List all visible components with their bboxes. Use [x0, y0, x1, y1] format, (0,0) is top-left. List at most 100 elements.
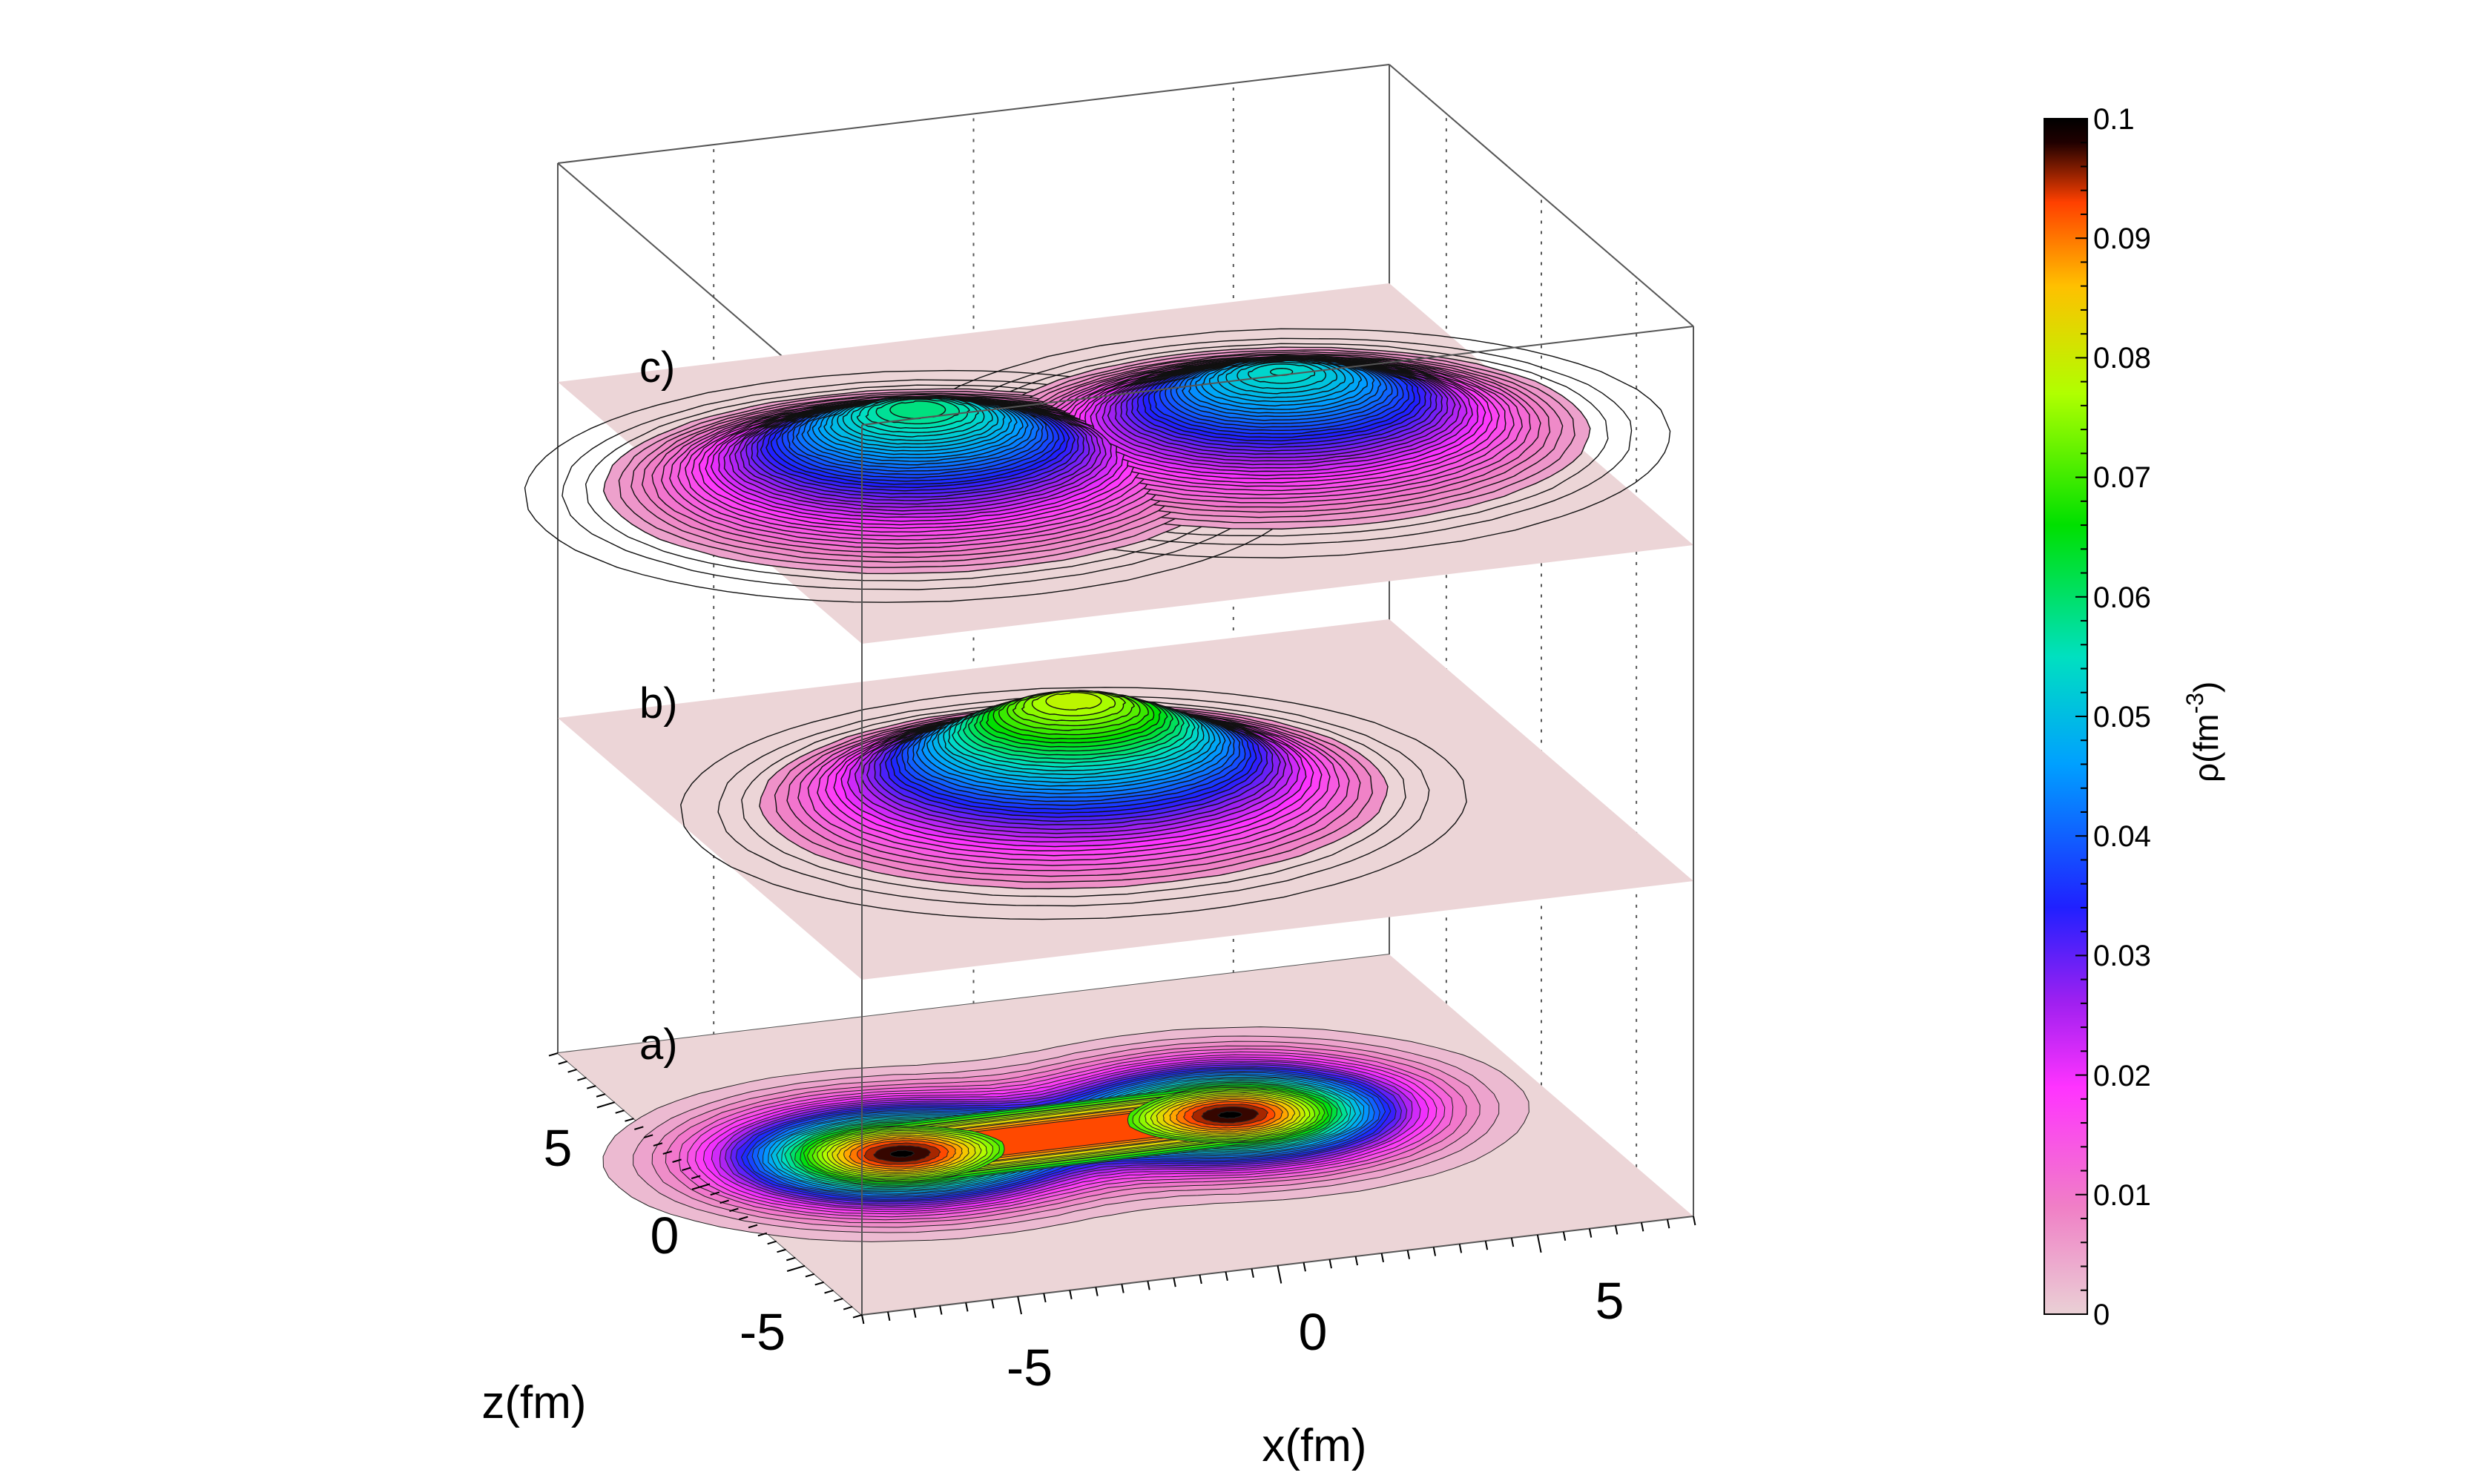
x-tick-label: 0: [1299, 1303, 1328, 1361]
x-axis-label: x(fm): [1262, 1420, 1366, 1471]
x-tick: [1277, 1265, 1282, 1284]
z-tick: [691, 1183, 711, 1190]
panel-label-b: b): [639, 679, 678, 728]
x-tick: [1095, 1287, 1099, 1296]
x-tick: [1328, 1259, 1332, 1269]
x-tick: [1406, 1250, 1411, 1259]
z-tick: [729, 1207, 739, 1213]
x-tick: [913, 1308, 917, 1318]
x-tick: [1069, 1290, 1073, 1299]
panel-b: [558, 619, 1693, 980]
x-tick: [1562, 1231, 1567, 1241]
z-tick: [682, 1167, 691, 1171]
z-tick: [558, 1061, 568, 1065]
surface-slice: [717, 695, 1430, 907]
z-tick: [643, 1134, 653, 1138]
x-tick: [1432, 1247, 1437, 1256]
contour-band: [889, 1150, 915, 1158]
z-tick: [843, 1306, 853, 1310]
colorbar-tick-label: 0.08: [2093, 342, 2151, 375]
x-tick: [1043, 1293, 1047, 1303]
z-tick: [577, 1077, 587, 1081]
z-tick: [757, 1232, 768, 1237]
x-tick: [1199, 1274, 1202, 1285]
z-tick: [767, 1240, 777, 1245]
z-tick: [814, 1281, 825, 1286]
z-tick: [634, 1126, 644, 1130]
z-tick: [615, 1109, 625, 1114]
z-tick: [824, 1289, 834, 1294]
surface-slice: [680, 687, 1467, 920]
x-tick: [1693, 1216, 1696, 1226]
z-tick: [672, 1158, 682, 1163]
colorbar-tick-label: 0: [2093, 1299, 2110, 1331]
box-edge: [557, 64, 1390, 164]
x-tick: [887, 1311, 891, 1322]
x-tick-label: -5: [1007, 1339, 1053, 1396]
panel-label-c: c): [639, 343, 675, 392]
z-tick: [596, 1101, 616, 1109]
z-tick: [786, 1264, 806, 1272]
colorbar-tick-label: 0.05: [2093, 701, 2151, 733]
z-tick-label: -5: [740, 1303, 786, 1361]
z-tick: [852, 1314, 863, 1319]
z-tick: [738, 1216, 748, 1221]
surface-slice: [1045, 691, 1102, 710]
panel-labels: c) b) a): [639, 343, 678, 1069]
colorbar-tick-label: 0.03: [2093, 940, 2151, 972]
x-tick: [1147, 1281, 1150, 1290]
z-axis-label: z(fm): [481, 1377, 586, 1428]
z-tick-label: 0: [651, 1207, 679, 1264]
x-tick: [965, 1302, 969, 1312]
z-tick: [786, 1256, 796, 1262]
z-tick: [596, 1093, 606, 1098]
surface-slice: [524, 369, 1311, 603]
contour-band: [1217, 1111, 1242, 1119]
x-tick: [1458, 1244, 1463, 1253]
panel-a: [558, 954, 1693, 1315]
colorbar-tick-label: 0.01: [2093, 1179, 2151, 1212]
colorbar-axis-label: ρ(fm-3): [2181, 682, 2225, 782]
x-tick: [1173, 1277, 1176, 1287]
z-tick: [777, 1248, 786, 1253]
x-tick: [1225, 1271, 1228, 1282]
z-tick: [691, 1175, 701, 1180]
colorbar-tick-label: 0.04: [2093, 820, 2151, 853]
z-tick-label: 5: [544, 1119, 573, 1177]
x-tick: [1380, 1253, 1385, 1263]
z-tick: [548, 1052, 559, 1057]
panels: [524, 283, 1693, 1315]
x-tick: [1666, 1218, 1670, 1229]
z-tick: [586, 1085, 596, 1089]
axis-tick-labels: -5 0 5 5 0 -5 x(fm) z(fm): [481, 1119, 1624, 1471]
z-tick: [748, 1224, 758, 1229]
x-tick: [1017, 1296, 1022, 1315]
x-tick: [1614, 1225, 1619, 1235]
panel-label-a: a): [639, 1020, 678, 1069]
x-tick: [861, 1314, 865, 1325]
colorbar-ticks: [2075, 118, 2087, 1315]
colorbar-tick-label: 0.02: [2093, 1060, 2151, 1092]
x-tick: [1121, 1284, 1124, 1293]
z-tick: [625, 1118, 634, 1122]
x-tick: [1354, 1256, 1358, 1266]
colorbar-tick-label: 0.06: [2093, 581, 2151, 614]
z-tick: [834, 1297, 843, 1302]
box-edge: [861, 326, 1694, 426]
z-tick: [653, 1142, 663, 1147]
surface-slice: [585, 384, 1251, 581]
x-tick: [1251, 1268, 1254, 1278]
x-tick: [991, 1299, 995, 1309]
x-tick: [1536, 1234, 1542, 1253]
x-tick: [1510, 1237, 1515, 1247]
axis-ticks: [548, 1052, 1696, 1325]
colorbar-tick-label: 0.09: [2093, 222, 2151, 255]
x-tick: [1484, 1241, 1489, 1250]
z-tick: [805, 1273, 815, 1278]
colorbar-tick-label: 0.1: [2093, 103, 2135, 136]
z-tick: [567, 1069, 577, 1073]
box-edge: [1389, 64, 1694, 327]
x-tick: [939, 1305, 943, 1315]
x-tick: [1303, 1262, 1306, 1272]
